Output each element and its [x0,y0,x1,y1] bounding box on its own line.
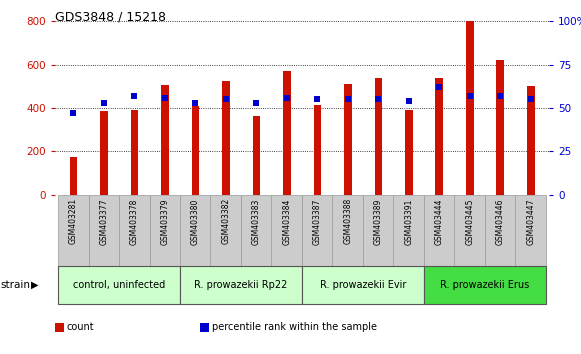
Bar [344,84,352,195]
Text: GDS3848 / 15218: GDS3848 / 15218 [55,11,166,24]
Point [282,95,292,101]
Point [160,95,170,101]
Bar [119,195,150,266]
Bar [100,111,108,195]
Bar [70,157,77,195]
Text: GSM403387: GSM403387 [313,198,322,245]
Text: R. prowazekii Erus: R. prowazekii Erus [440,280,530,290]
Text: R. prowazekii Rp22: R. prowazekii Rp22 [195,280,288,290]
Text: percentile rank within the sample: percentile rank within the sample [212,322,377,332]
Bar [424,266,546,304]
Point [313,96,322,102]
Bar [436,78,443,195]
Text: R. prowazekii Evir: R. prowazekii Evir [320,280,406,290]
Bar [405,110,413,195]
Point [191,100,200,105]
Bar [58,266,180,304]
Bar [332,195,363,266]
Bar [302,195,333,266]
Bar [283,71,290,195]
Text: count: count [67,322,95,332]
Text: GSM403446: GSM403446 [496,198,505,245]
Text: GSM403444: GSM403444 [435,198,444,245]
Bar [454,195,485,266]
Text: control, uninfected: control, uninfected [73,280,166,290]
Point [99,100,109,105]
Text: GSM403378: GSM403378 [130,198,139,245]
Bar [210,195,241,266]
Bar [314,105,321,195]
Text: GSM403281: GSM403281 [69,198,78,244]
Bar [496,60,504,195]
Bar [222,81,229,195]
Point [69,110,78,116]
Text: GSM403391: GSM403391 [404,198,413,245]
Text: GSM403382: GSM403382 [221,198,231,245]
Bar [180,266,302,304]
Bar [363,195,394,266]
Bar [302,266,424,304]
Text: strain: strain [1,280,31,290]
Point [343,96,353,102]
Point [435,84,444,90]
Point [252,100,261,105]
Bar [466,21,474,195]
Text: GSM403383: GSM403383 [252,198,261,245]
Bar [527,86,535,195]
Bar [149,195,180,266]
Text: GSM403389: GSM403389 [374,198,383,245]
Point [496,93,505,99]
Bar [393,195,424,266]
Bar [375,78,382,195]
Text: GSM403380: GSM403380 [191,198,200,245]
Bar [241,195,272,266]
Bar [192,106,199,195]
Bar [161,85,168,195]
Point [526,96,536,102]
Text: GSM403379: GSM403379 [160,198,170,245]
Point [465,93,475,99]
Bar [253,115,260,195]
Bar [131,110,138,195]
Text: ▶: ▶ [31,280,38,290]
Text: GSM403388: GSM403388 [343,198,352,245]
Bar [180,195,211,266]
Bar [424,195,455,266]
Bar [88,195,120,266]
Text: GSM403377: GSM403377 [99,198,109,245]
Bar [271,195,302,266]
Bar [485,195,516,266]
Point [404,98,414,104]
Bar [58,195,89,266]
Bar [515,195,546,266]
Text: GSM403445: GSM403445 [465,198,474,245]
Point [130,93,139,99]
Point [374,96,383,102]
Text: GSM403447: GSM403447 [526,198,535,245]
Text: GSM403384: GSM403384 [282,198,292,245]
Point [221,96,231,102]
